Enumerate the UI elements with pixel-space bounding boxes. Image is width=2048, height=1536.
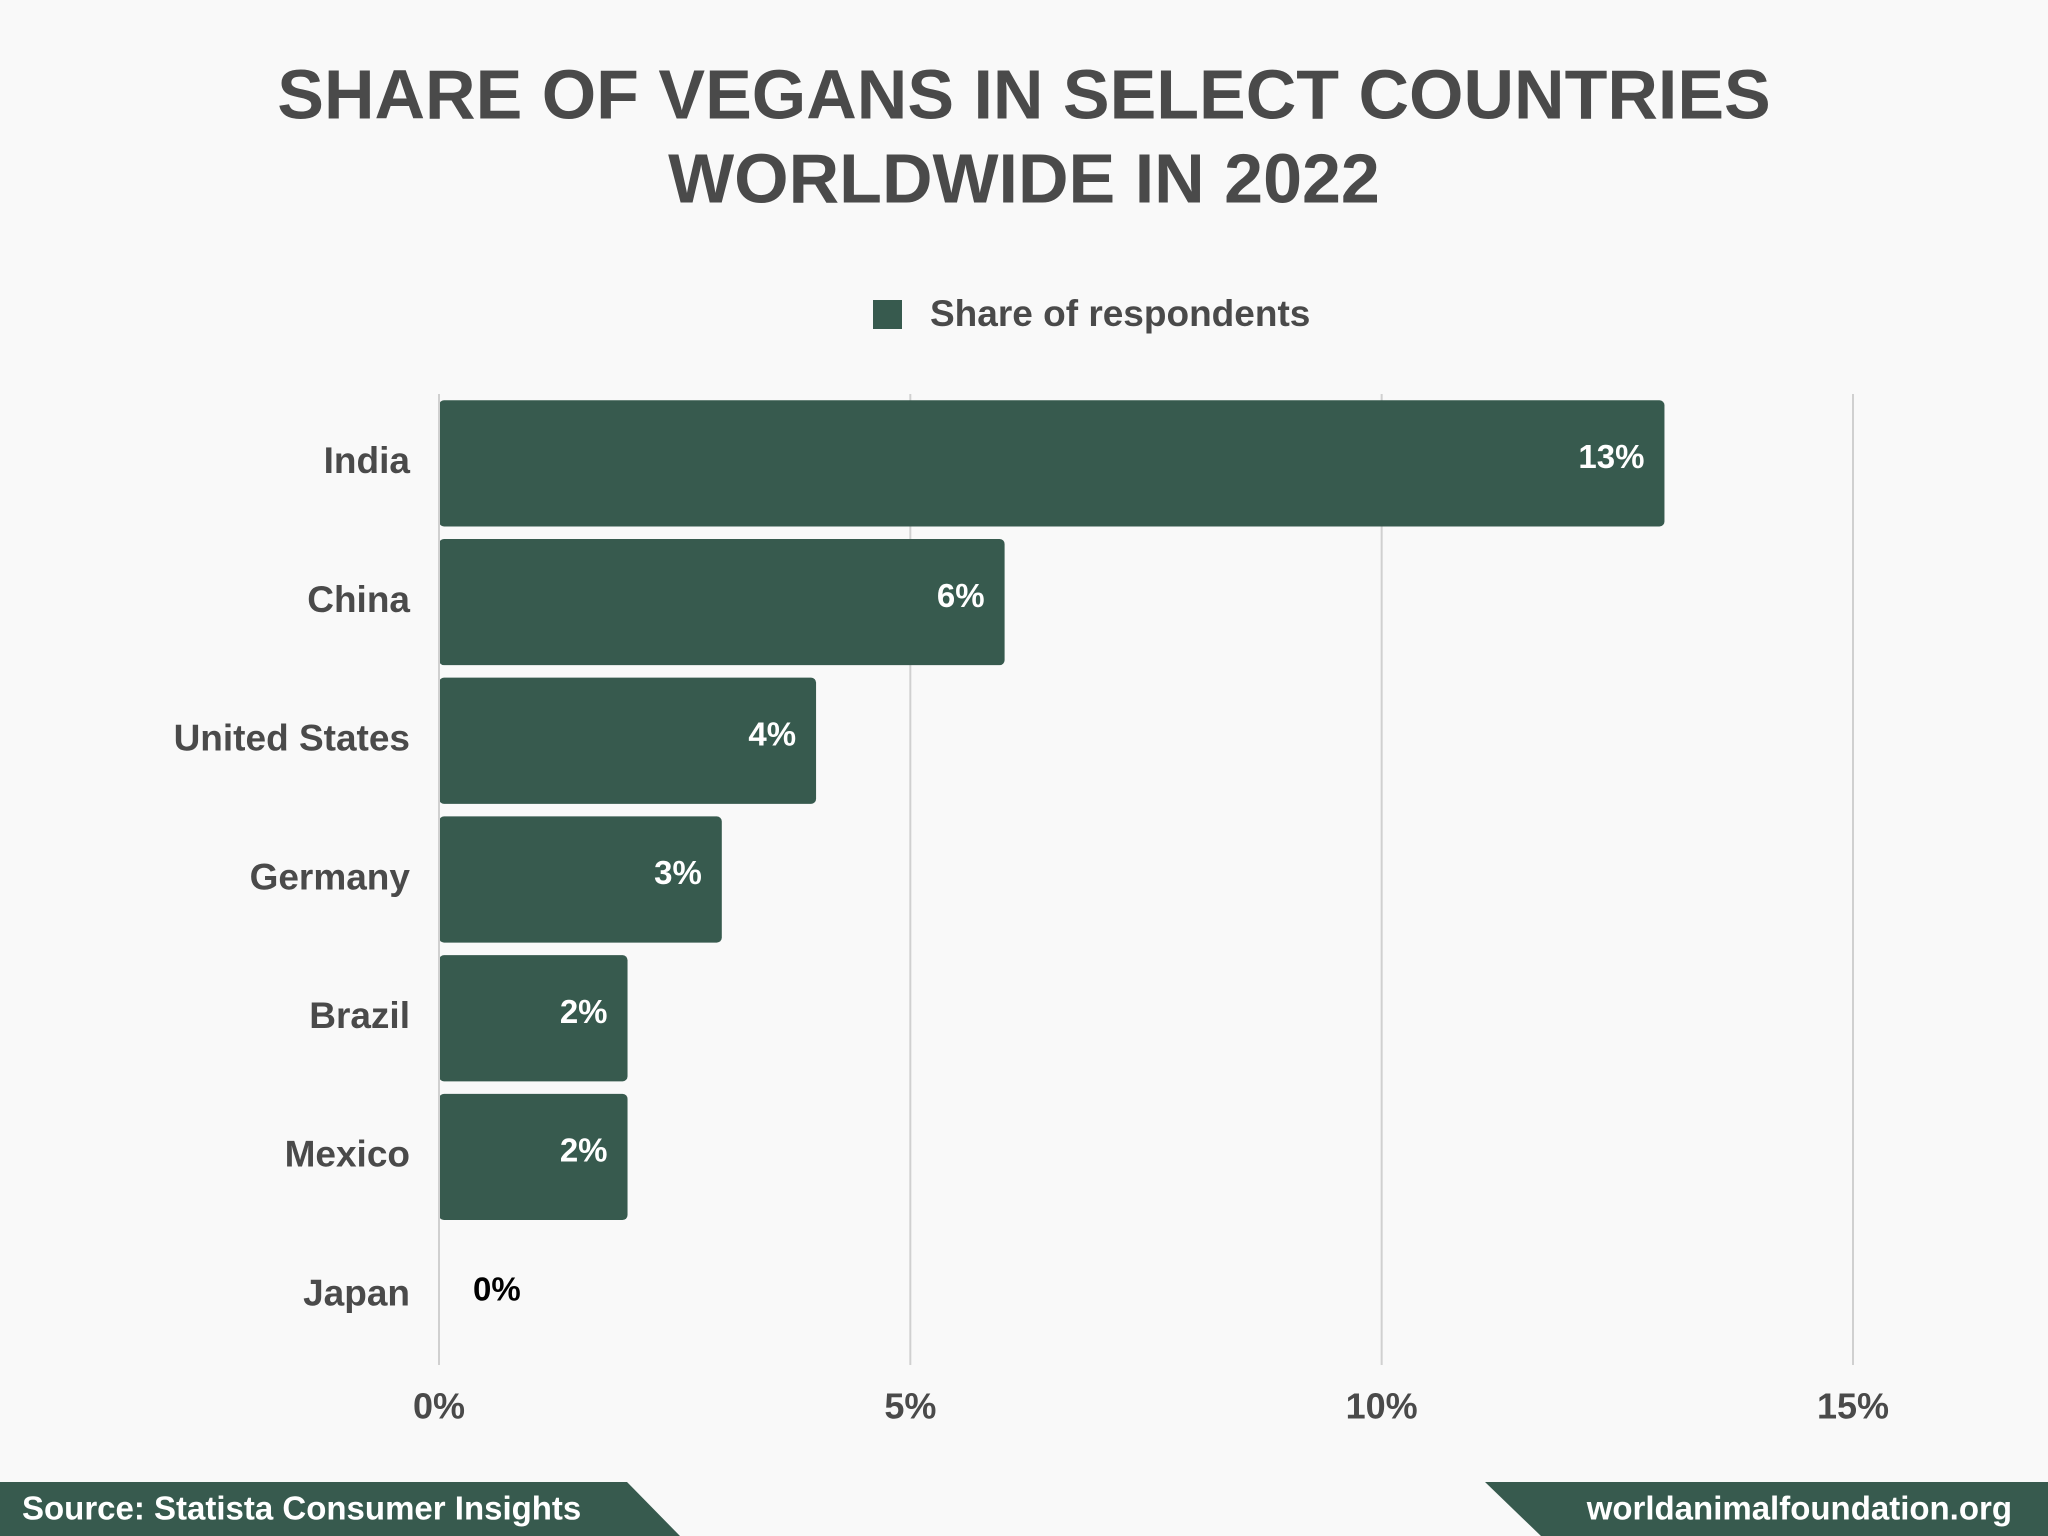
x-tick-label: 0%	[413, 1386, 465, 1427]
y-tick-label: United States	[174, 718, 410, 759]
legend-label: Share of respondents	[930, 293, 1310, 334]
x-tick-label: 5%	[884, 1386, 936, 1427]
bar	[439, 816, 722, 943]
y-tick-label: Germany	[250, 856, 411, 897]
bar	[439, 955, 628, 1082]
y-tick-label: India	[324, 440, 411, 481]
source: Source: Statista Consumer Insights	[22, 1490, 581, 1527]
y-tick-label: China	[307, 579, 410, 620]
value-label: 2%	[560, 993, 608, 1030]
value-label: 2%	[560, 1132, 608, 1169]
value-label: 3%	[654, 854, 702, 891]
bar	[439, 538, 1005, 666]
footer-left	[0, 1482, 680, 1536]
value-label: 6%	[937, 577, 985, 614]
bar	[439, 1093, 628, 1221]
value-label: 13%	[1578, 438, 1644, 475]
y-tick-label: Mexico	[285, 1134, 410, 1175]
x-tick-label: 15%	[1817, 1386, 1889, 1427]
chart-title: WORLDWIDE IN 2022	[668, 139, 1380, 217]
chart-title: SHARE OF VEGANS IN SELECT COUNTRIES	[277, 55, 1770, 133]
value-label: 4%	[748, 716, 796, 753]
y-tick-label: Japan	[303, 1272, 410, 1313]
footer-right	[1485, 1482, 2048, 1536]
x-tick-label: 10%	[1346, 1386, 1418, 1427]
y-tick-label: Brazil	[309, 995, 410, 1036]
bar	[439, 400, 1665, 527]
bar	[439, 677, 817, 804]
legend-swatch	[873, 300, 902, 329]
website: worldanimalfoundation.org	[1586, 1490, 2012, 1527]
value-label: 0%	[473, 1270, 521, 1307]
